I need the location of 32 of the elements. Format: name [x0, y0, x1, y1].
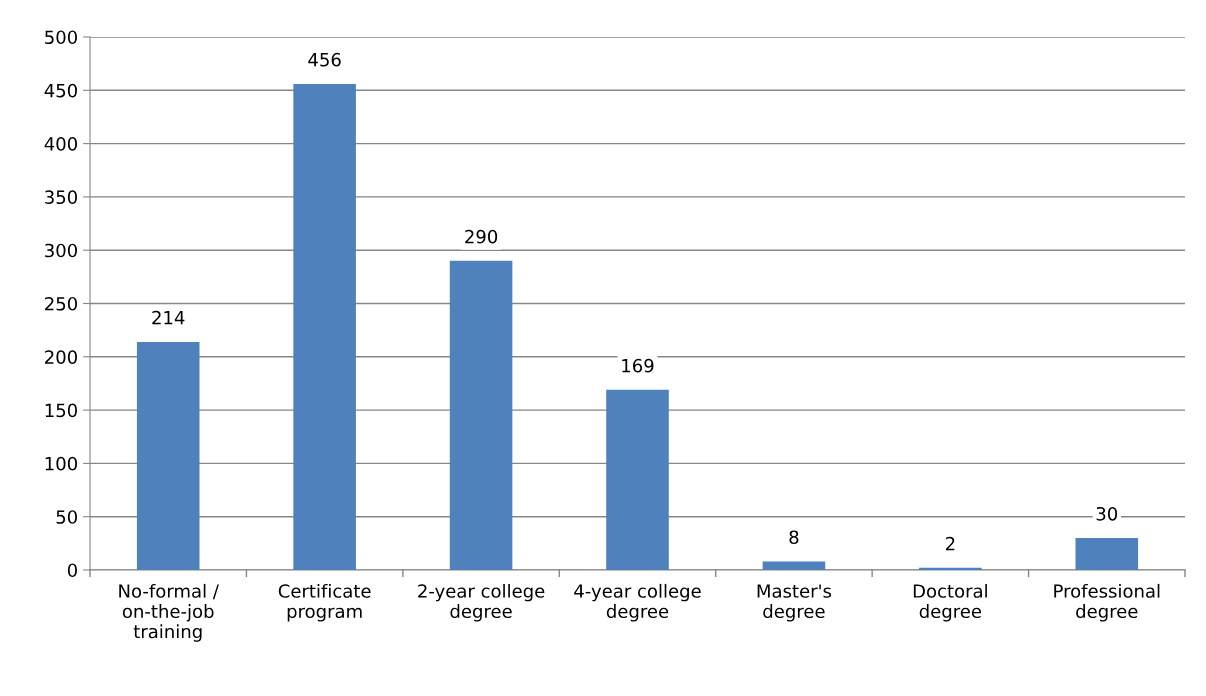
data-label: 214: [152, 310, 185, 325]
bar: [449, 260, 513, 570]
y-tick-label: 450: [44, 83, 77, 98]
x-tick-label: 2-year college degree: [418, 583, 545, 622]
x-tick-label: Certificate program: [278, 583, 371, 622]
y-tick-label: 150: [45, 403, 77, 418]
x-tick-label: Professional degree: [1054, 583, 1160, 622]
data-label: 2: [945, 536, 955, 551]
bar: [919, 567, 982, 570]
y-tick-label: 200: [45, 350, 77, 364]
y-tick-label: 50: [56, 510, 77, 524]
x-tick-label: Doctoral degree: [913, 583, 987, 622]
bar: [136, 341, 200, 570]
data-label: 290: [465, 229, 498, 244]
bar: [1075, 538, 1139, 570]
y-tick-label: 500: [45, 30, 77, 45]
y-tick-label: 0: [67, 563, 77, 578]
x-tick-label: 4-year college degree: [574, 583, 701, 622]
bar: [293, 83, 356, 570]
y-tick-label: 350: [45, 190, 77, 205]
bar: [762, 561, 826, 570]
x-tick-label: No-formal / on-the-job training: [119, 583, 219, 642]
data-label: 8: [789, 530, 799, 545]
y-tick-label: 400: [44, 137, 77, 151]
x-tick-label: Master's degree: [757, 584, 832, 622]
data-label: 456: [308, 52, 341, 67]
y-tick-label: 300: [45, 243, 77, 258]
bar: [606, 389, 669, 570]
data-label: 30: [1096, 506, 1118, 521]
y-tick-label: 250: [45, 296, 77, 311]
y-tick-label: 100: [45, 456, 77, 471]
data-label: 169: [622, 358, 654, 373]
